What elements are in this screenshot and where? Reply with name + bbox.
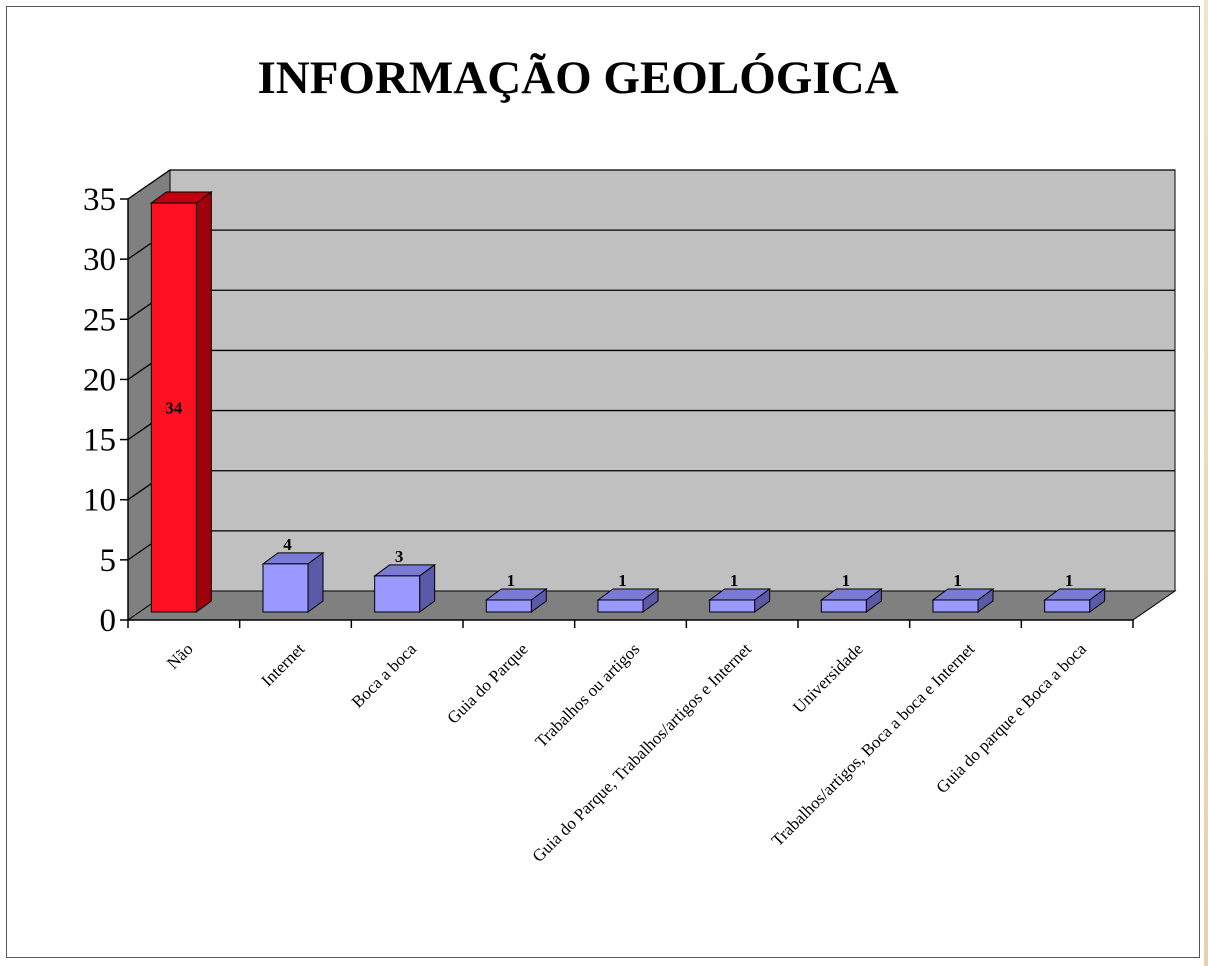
data-label: 1	[953, 571, 962, 590]
bar	[262, 563, 309, 613]
bar	[709, 599, 756, 613]
x-tick-label: Guia do Parque	[443, 639, 531, 727]
data-label: 4	[283, 535, 292, 554]
y-tick-label: 25	[83, 302, 116, 338]
data-label: 3	[395, 547, 404, 566]
chart-title: INFORMAÇÃO GEOLÓGICA	[257, 52, 898, 104]
x-tick-label: Universidade	[789, 639, 867, 717]
bar	[485, 599, 532, 613]
plot-area: 0 5 10 15 20 25 30 35 34 Não 4 Internet 3 Boca a boca…	[83, 169, 1177, 866]
bar-side	[195, 191, 212, 613]
data-label: 1	[1065, 571, 1074, 590]
gridline-side	[127, 169, 171, 200]
y-tick-label: 15	[83, 423, 116, 459]
data-label: 1	[618, 571, 627, 590]
y-tick-label: 30	[83, 242, 116, 278]
data-label: 1	[730, 571, 739, 590]
y-tick-label: 20	[83, 362, 116, 398]
bar	[820, 599, 867, 613]
bar	[932, 599, 979, 613]
back-wall	[169, 169, 1176, 592]
bar	[150, 202, 197, 613]
x-tick-label: Não	[163, 639, 196, 672]
data-label: 34	[165, 399, 183, 418]
y-tick-label: 35	[83, 182, 116, 218]
bar	[1044, 599, 1091, 613]
x-tick-label: Guia do Parque, Trabalhos/artigos e Inte…	[529, 639, 756, 866]
y-tick-label: 10	[83, 483, 116, 519]
data-label: 1	[507, 571, 516, 590]
bar	[374, 575, 421, 613]
page-edge	[1204, 0, 1208, 966]
data-label: 1	[842, 571, 851, 590]
y-tick-label: 5	[100, 543, 117, 579]
x-tick-label: Trabalhos/artigos, Boca a boca e Interne…	[768, 639, 979, 850]
y-tick-label: 0	[100, 603, 117, 639]
x-tick-label: Internet	[258, 639, 309, 690]
bar	[597, 599, 644, 613]
bar-side	[307, 551, 324, 613]
x-tick-label: Boca a boca	[348, 639, 420, 711]
x-tick-label: Trabalhos ou artigos	[531, 639, 643, 751]
